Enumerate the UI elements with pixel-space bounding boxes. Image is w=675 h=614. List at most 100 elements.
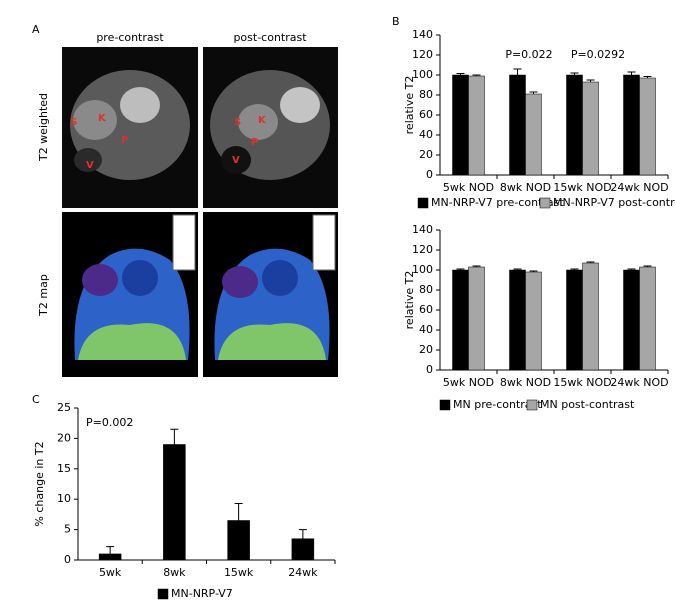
x-tick-label: 15wk NOD — [553, 376, 611, 389]
bar — [525, 271, 542, 371]
anatomy — [74, 148, 102, 172]
y-tick-label: 60 — [419, 108, 433, 121]
legend-swatch — [439, 399, 451, 411]
legend-swatch — [417, 197, 429, 209]
y-tick-label: 15 — [57, 462, 71, 475]
bar — [623, 269, 640, 371]
column-label: post-contrast — [233, 31, 307, 44]
error-bar — [529, 91, 538, 94]
error-bar — [586, 261, 595, 263]
region-label: K — [98, 113, 107, 124]
y-tick-label: 100 — [412, 263, 433, 276]
panel-a: A pre-contrast post-contrast T2 weighted… — [32, 23, 338, 377]
x-tick-label: 5wk NOD — [443, 181, 494, 194]
colorbar — [312, 214, 336, 271]
anatomy — [218, 323, 326, 360]
annotation: P=0.022 — [505, 48, 552, 61]
anatomy — [78, 323, 186, 360]
error-bar — [513, 68, 522, 75]
anatomy — [122, 260, 158, 296]
error-bar — [643, 76, 652, 78]
anatomy — [73, 100, 117, 140]
error-bar — [627, 268, 636, 270]
error-bar — [472, 265, 481, 267]
bar — [566, 74, 583, 176]
bar — [566, 269, 583, 371]
bar — [639, 77, 656, 176]
panel-label: C — [32, 393, 40, 406]
anatomy — [120, 87, 160, 123]
error-bar — [529, 270, 538, 272]
y-tick-label: 0 — [426, 168, 433, 181]
bar — [525, 93, 542, 176]
annotation: P=0.002 — [86, 416, 133, 429]
y-tick-label: 0 — [426, 363, 433, 376]
panel-label: A — [32, 23, 40, 36]
y-axis-label: relative T2 — [403, 76, 416, 135]
region-label: P — [121, 135, 128, 146]
anatomy — [262, 260, 298, 296]
y-tick-label: 100 — [412, 68, 433, 81]
y-tick-label: 60 — [419, 303, 433, 316]
error-bar — [106, 546, 115, 554]
error-bar — [570, 72, 579, 75]
x-tick-label: 15wk — [224, 566, 254, 579]
x-tick-label: 24wk — [288, 566, 318, 579]
region-label: S — [234, 117, 241, 128]
legend-label: MN pre-contrast — [453, 398, 542, 411]
y-axis-label: % change in T2 — [33, 441, 46, 526]
bar — [582, 81, 599, 176]
x-tick-label: 5wk NOD — [443, 376, 494, 389]
bar — [98, 553, 122, 561]
anatomy — [82, 264, 118, 296]
legend-swatch — [539, 197, 551, 209]
y-tick-label: 0 — [64, 553, 71, 566]
bar — [509, 74, 526, 176]
y-tick-label: 80 — [419, 283, 433, 296]
bar — [468, 266, 485, 371]
bar — [227, 520, 250, 561]
region-label: K — [258, 115, 267, 126]
error-bar — [627, 71, 636, 75]
x-tick-label: 8wk NOD — [500, 181, 551, 194]
y-tick-label: 140 — [412, 28, 433, 41]
anatomy — [70, 70, 190, 180]
error-bar — [456, 73, 465, 75]
anatomy — [222, 266, 258, 298]
bar — [291, 538, 315, 561]
anatomy — [221, 146, 251, 174]
y-tick-label: 20 — [419, 343, 433, 356]
error-bar — [472, 74, 481, 76]
legend-label: MN post-contrast — [540, 398, 635, 411]
bar — [163, 444, 186, 561]
region-label: V — [86, 160, 94, 171]
error-bar — [586, 79, 595, 82]
x-tick-label: 15wk NOD — [553, 181, 611, 194]
annotation: P=0.0292 — [571, 48, 625, 61]
error-bar — [513, 268, 522, 270]
bar — [623, 74, 640, 176]
bar — [509, 269, 526, 371]
legend-swatch — [526, 399, 538, 411]
anatomy — [280, 87, 320, 123]
bar — [582, 262, 599, 371]
region-label: S — [70, 117, 77, 128]
y-tick-label: 120 — [412, 243, 433, 256]
legend-label: MN-NRP-V7 pre-contrast — [431, 196, 564, 209]
x-tick-label: 5wk — [99, 566, 122, 579]
y-tick-label: 80 — [419, 88, 433, 101]
y-tick-label: 40 — [419, 323, 433, 336]
x-tick-label: 8wk NOD — [500, 376, 551, 389]
bar — [639, 266, 656, 371]
error-bar — [456, 268, 465, 270]
legend-label: MN-NRP-V7 post-contrast — [553, 196, 675, 209]
row-label: T2 map — [37, 274, 50, 317]
legend-label: MN-NRP-V7 — [171, 587, 233, 600]
legend-swatch — [157, 588, 169, 600]
y-tick-label: 10 — [57, 492, 71, 505]
colorbar — [172, 214, 196, 271]
error-bar — [170, 428, 179, 445]
y-tick-label: 20 — [57, 431, 71, 444]
x-tick-label: 24wk NOD — [610, 376, 668, 389]
